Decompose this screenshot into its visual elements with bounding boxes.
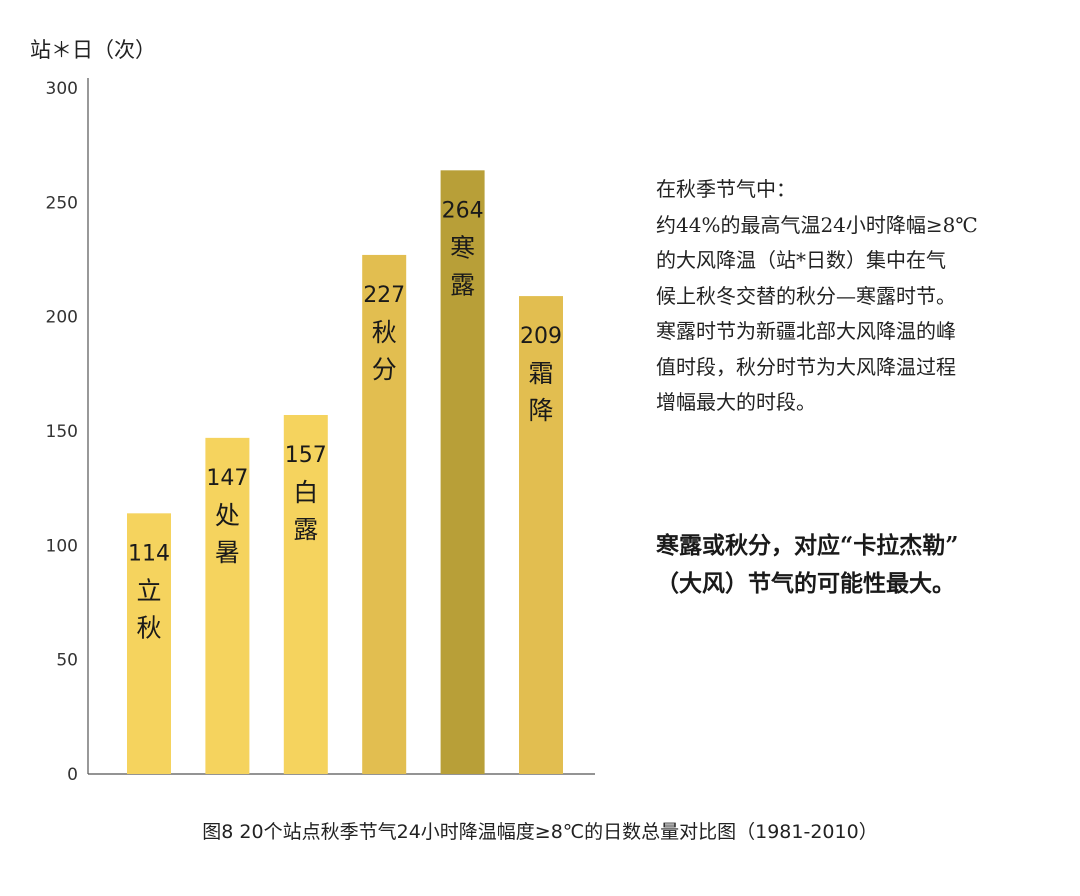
bar-category-label: 暑: [215, 538, 240, 567]
side-note-line: 在秋季节气中：: [656, 177, 796, 201]
side-note-line: 值时段，秋分时节为大风降温过程: [656, 354, 956, 379]
bar-category-label: 分: [372, 355, 397, 384]
bar-value-label: 157: [285, 443, 327, 468]
bar-category-label: 秋: [372, 318, 397, 347]
bar-秋分: [362, 254, 407, 775]
bar-category-label: 降: [528, 396, 553, 425]
conclusion-line-1: 寒露或秋分，对应“卡拉杰勒”: [656, 532, 959, 559]
bar-立秋: [127, 513, 171, 774]
side-note-line: 增幅最大的时段。: [656, 390, 816, 414]
side-note-line: 寒露时节为新疆北部大风降温的峰: [656, 319, 956, 343]
bar-寒露: [440, 170, 485, 774]
side-note-line: 候上秋冬交替的秋分—寒露时节。: [656, 283, 956, 308]
bar-霜降: [519, 296, 563, 774]
y-tick-label: 0: [67, 765, 78, 785]
y-tick-label: 200: [46, 308, 78, 328]
bar-category-label: 秋: [136, 613, 161, 642]
bar-category-label: 白: [293, 478, 318, 507]
side-note-line: 的大风降温（站*日数）集中在气: [656, 248, 946, 272]
y-tick-label: 100: [46, 536, 78, 556]
bar-category-label: 处: [215, 501, 240, 530]
conclusion-line-2: （大风）节气的可能性最大。: [656, 570, 955, 597]
bar-value-label: 147: [206, 466, 248, 491]
bar-处暑: [205, 437, 250, 774]
figure-caption: 图8 20个站点秋季节气24小时降温幅度≥8℃的日数总量对比图（1981-201…: [202, 821, 878, 843]
bar-chart: 050100150200250300114立秋147处暑157白露227秋分26…: [46, 78, 595, 785]
bar-value-label: 209: [520, 324, 562, 349]
y-tick-label: 50: [56, 651, 78, 671]
y-tick-label: 250: [46, 193, 78, 213]
bar-value-label: 227: [363, 283, 405, 308]
bar-category-label: 立: [136, 576, 161, 605]
y-tick-label: 300: [46, 79, 78, 99]
bar-category-label: 露: [293, 515, 318, 544]
side-note-line: 约44%的最高气温24小时降幅≥8℃: [656, 212, 978, 237]
bar-value-label: 264: [442, 198, 484, 223]
bar-category-label: 霜: [528, 359, 553, 388]
y-axis-title: 站＊日（次）: [30, 38, 156, 62]
bar-value-label: 114: [128, 541, 170, 566]
bar-category-label: 寒: [450, 233, 475, 262]
y-tick-label: 150: [46, 422, 78, 442]
side-note: 在秋季节气中： 约44%的最高气温24小时降幅≥8℃ 的大风降温（站*日数）集中…: [656, 172, 1061, 421]
bar-白露: [283, 414, 328, 774]
conclusion-text: 寒露或秋分，对应“卡拉杰勒” （大风）节气的可能性最大。: [656, 527, 1076, 603]
bar-category-label: 露: [450, 270, 475, 299]
